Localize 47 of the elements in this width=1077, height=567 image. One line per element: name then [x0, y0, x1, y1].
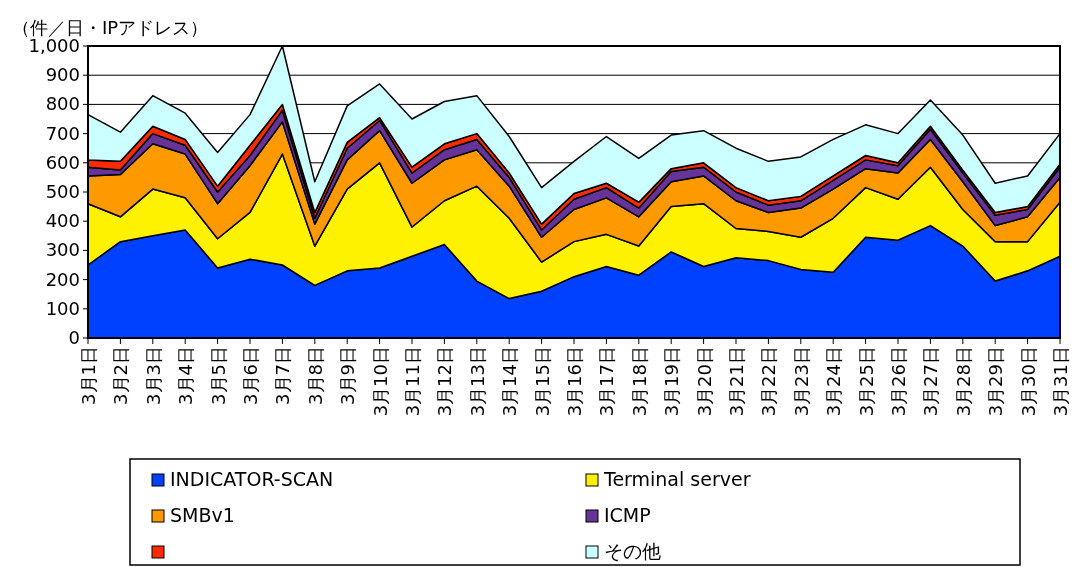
x-tick-label: 3月16日 [564, 346, 585, 417]
y-tick-label: 700 [45, 122, 80, 144]
legend-label: SMBv1 [170, 504, 235, 526]
x-tick-label: 3月19日 [661, 346, 683, 417]
x-tick-label: 3月26日 [888, 346, 909, 417]
x-tick-label: 3月29日 [985, 346, 1007, 417]
y-tick-label: 400 [45, 210, 80, 232]
x-tick-label: 3月23日 [790, 346, 812, 417]
x-tick-label: 3月10日 [369, 346, 391, 417]
x-tick-label: 3月4日 [175, 346, 197, 405]
x-tick-label: 3月3日 [142, 346, 164, 405]
x-tick-label: 3月22日 [758, 346, 780, 417]
x-tick-label: 3月15日 [531, 346, 553, 417]
x-tick-label: 3月31日 [1050, 346, 1071, 417]
y-tick-label: 100 [45, 297, 80, 319]
x-tick-label: 3月20日 [693, 346, 715, 417]
y-tick-label: 900 [45, 64, 80, 86]
y-tick-label: 0 [68, 327, 80, 348]
legend-label: INDICATOR-SCAN [170, 468, 334, 490]
x-tick-label: 3月8日 [304, 346, 326, 405]
x-tick-label: 3月24日 [823, 346, 845, 417]
x-tick-label: 3月25日 [855, 346, 877, 417]
x-tick-label: 3月13日 [466, 346, 488, 417]
x-tick-label: 3月2日 [110, 346, 132, 405]
y-tick-label: 200 [45, 268, 80, 290]
y-tick-label: 800 [45, 93, 80, 115]
x-tick-label: 3月28日 [952, 346, 974, 417]
y-axis-title: （件／日・IPアドレス） [12, 17, 209, 38]
x-tick-label: 3月17日 [596, 346, 618, 417]
x-tick-label: 3月5日 [207, 346, 229, 405]
y-tick-label: 300 [45, 239, 80, 261]
x-tick-label: 3月30日 [1017, 346, 1039, 417]
x-tick-label: 3月11日 [402, 346, 423, 417]
legend-label: ICMP [604, 504, 651, 526]
legend-label: その他 [604, 540, 661, 562]
x-tick-label: 3月7日 [272, 346, 294, 405]
x-tick-label: 3月9日 [337, 346, 359, 405]
y-tick-label: 600 [45, 151, 80, 173]
x-tick-label: 3月12日 [434, 346, 456, 417]
legend-label: Terminal server [603, 468, 751, 490]
y-tick-label: 500 [45, 181, 80, 202]
x-tick-label: 3月1日 [78, 346, 99, 405]
x-tick-label: 3月18日 [628, 346, 650, 417]
x-tick-label: 3月14日 [499, 346, 521, 417]
x-tick-label: 3月6日 [240, 346, 261, 405]
x-tick-label: 3月27日 [920, 346, 942, 417]
x-tick-label: 3月21日 [726, 346, 747, 417]
